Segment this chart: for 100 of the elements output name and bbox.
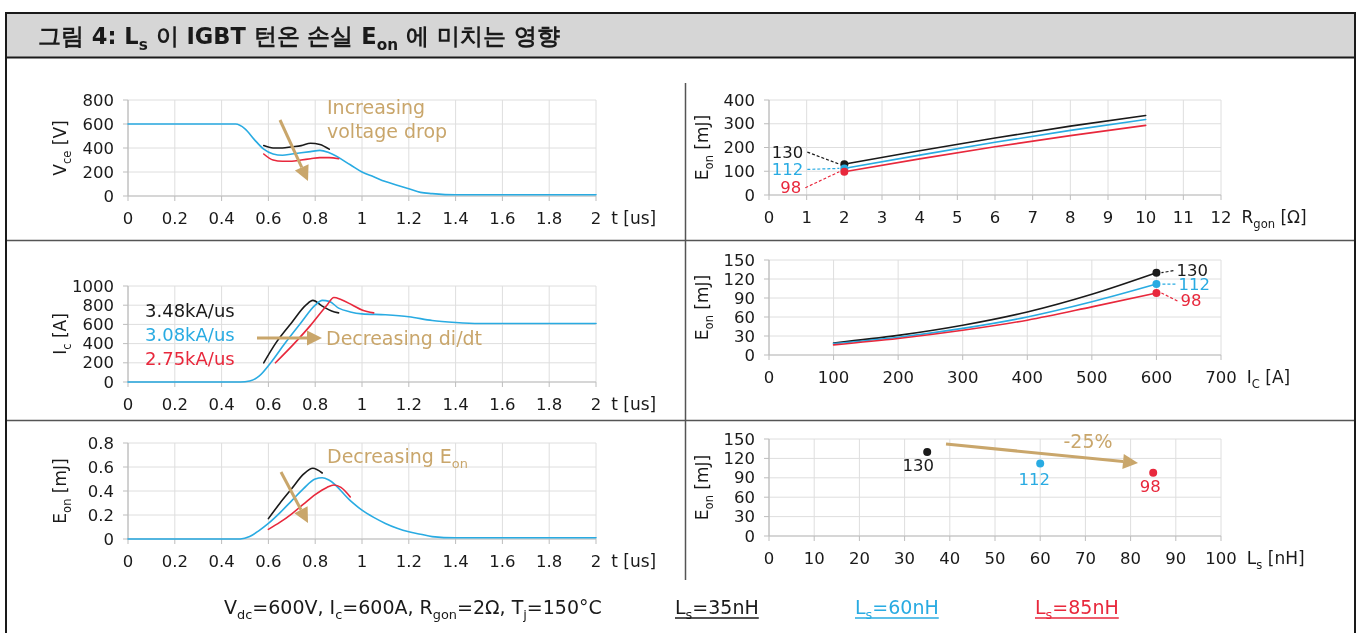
x-tick-label: 100 bbox=[1205, 548, 1237, 568]
x-tick-label: 1.4 bbox=[442, 208, 469, 228]
y-tick-label: 600 bbox=[82, 114, 114, 134]
point bbox=[1149, 468, 1158, 477]
x-tick-label: 0 bbox=[122, 208, 134, 228]
x-tick-label: 90 bbox=[1165, 548, 1187, 568]
x-tick-label: 0.2 bbox=[161, 551, 188, 571]
line-series bbox=[267, 484, 352, 531]
x-tick-label: 80 bbox=[1120, 548, 1142, 568]
annotation: -25% bbox=[1063, 430, 1113, 452]
text: 3.08kA/us bbox=[145, 323, 235, 345]
x-tick-label: 600 bbox=[1140, 367, 1173, 387]
text: 2.75kA/us bbox=[145, 347, 235, 369]
x-tick-label: 2 bbox=[839, 207, 850, 227]
x-tick-label: 4 bbox=[914, 207, 925, 227]
x-axis-title: t [us] bbox=[611, 551, 657, 571]
y-tick-label: 120 bbox=[723, 448, 755, 468]
y-tick-label: 0.2 bbox=[87, 505, 114, 525]
x-tick-label: 20 bbox=[848, 548, 870, 568]
x-axis-title: L$_{s}$ [nH] bbox=[1246, 548, 1305, 572]
x-tick-label: 1.8 bbox=[536, 394, 563, 414]
y-tick-label: 120 bbox=[723, 269, 755, 289]
data-label: 112 bbox=[1018, 470, 1050, 490]
line-series bbox=[262, 142, 331, 150]
x-tick-label: 50 bbox=[984, 548, 1006, 568]
line-series bbox=[267, 467, 324, 520]
x-tick-label: 1 bbox=[356, 551, 368, 571]
y-tick-label: 400 bbox=[82, 138, 114, 158]
x-tick-label: 3 bbox=[876, 207, 888, 227]
x-tick-label: 10 bbox=[803, 548, 825, 568]
x-tick-label: 60 bbox=[1029, 548, 1051, 568]
x-tick-label: 1 bbox=[356, 394, 368, 414]
x-tick-label: 1.6 bbox=[489, 208, 516, 228]
y-tick-label: 0 bbox=[103, 186, 114, 206]
x-tick-label: 1.2 bbox=[395, 551, 422, 571]
x-tick-label: 1.4 bbox=[442, 394, 469, 414]
x-tick-label: 6 bbox=[989, 207, 1001, 227]
y-tick-label: 150 bbox=[723, 429, 755, 449]
y-tick-label: 30 bbox=[734, 326, 755, 346]
x-tick-label: 10 bbox=[1135, 207, 1157, 227]
y-tick-label: 200 bbox=[723, 138, 755, 157]
line-series bbox=[262, 153, 340, 162]
x-axis-title: t [us] bbox=[611, 394, 657, 414]
y-tick-label: 0.6 bbox=[87, 457, 114, 477]
y-tick-label: 0 bbox=[744, 185, 755, 205]
x-tick-label: 0.6 bbox=[255, 208, 282, 228]
x-tick-label: 0.4 bbox=[208, 551, 235, 571]
x-tick-label: 8 bbox=[1065, 207, 1076, 227]
x-tick-label: 0 bbox=[122, 394, 134, 414]
x-tick-label: 1.4 bbox=[442, 551, 469, 571]
x-tick-label: 0 bbox=[122, 551, 134, 571]
text: 3.48kA/us bbox=[145, 299, 235, 321]
x-tick-label: 0.8 bbox=[302, 394, 329, 414]
x-tick-label: 1 bbox=[801, 207, 812, 227]
x-tick-label: 2 bbox=[590, 551, 602, 571]
data-label: 98 bbox=[780, 178, 802, 198]
x-tick-label: 0.8 bbox=[302, 551, 329, 571]
x-tick-label: 9 bbox=[1102, 207, 1114, 227]
y-tick-label: 0 bbox=[744, 345, 755, 365]
x-tick-label: 0.4 bbox=[208, 208, 235, 228]
data-label: 98 bbox=[1180, 291, 1202, 311]
x-tick-label: 12 bbox=[1210, 207, 1232, 227]
y-tick-label: 200 bbox=[82, 162, 114, 182]
y-tick-label: 800 bbox=[82, 295, 114, 315]
y-tick-label: 1000 bbox=[72, 276, 114, 296]
x-tick-label: 1.2 bbox=[395, 208, 422, 228]
annotation: Decreasing di/dt bbox=[326, 327, 483, 349]
x-tick-label: 70 bbox=[1074, 548, 1096, 568]
y-tick-label: 150 bbox=[723, 250, 755, 270]
x-tick-label: 5 bbox=[952, 207, 963, 227]
y-tick-label: 400 bbox=[82, 334, 114, 354]
x-tick-label: 1 bbox=[356, 208, 368, 228]
x-tick-label: 0 bbox=[763, 207, 775, 227]
y-tick-label: 90 bbox=[734, 288, 755, 308]
x-tick-label: 0 bbox=[763, 548, 775, 568]
x-tick-label: 0.2 bbox=[161, 208, 188, 228]
y-tick-label: 600 bbox=[82, 314, 114, 334]
x-tick-label: 300 bbox=[946, 367, 979, 387]
x-tick-label: 400 bbox=[1011, 367, 1044, 387]
x-axis-title: t [us] bbox=[611, 208, 657, 228]
x-tick-label: 7 bbox=[1027, 207, 1038, 227]
y-tick-label: 400 bbox=[723, 90, 755, 110]
point bbox=[1036, 459, 1045, 468]
x-tick-label: 1.6 bbox=[489, 551, 516, 571]
x-tick-label: 2 bbox=[590, 208, 602, 228]
data-label: 130 bbox=[902, 456, 934, 476]
y-tick-label: 100 bbox=[723, 161, 755, 181]
x-tick-label: 0.2 bbox=[161, 394, 188, 414]
y-tick-label: 30 bbox=[734, 507, 755, 527]
x-tick-label: 1.2 bbox=[395, 394, 422, 414]
y-tick-label: 60 bbox=[734, 307, 755, 327]
text: V$_{dc}$=600V, I$_{c}$=600A, R$_{gon}$=2Ω, T$_{j}$=150°C bbox=[224, 596, 602, 622]
x-axis-title: I$_{C}$ [A] bbox=[1246, 367, 1291, 391]
y-tick-label: 200 bbox=[82, 353, 114, 373]
data-label: 112 bbox=[771, 159, 804, 179]
x-tick-label: 1.8 bbox=[536, 551, 563, 571]
data-label: 98 bbox=[1139, 477, 1161, 497]
y-tick-label: 300 bbox=[723, 114, 755, 134]
x-tick-label: 2 bbox=[590, 394, 602, 414]
x-tick-label: 40 bbox=[939, 548, 961, 568]
